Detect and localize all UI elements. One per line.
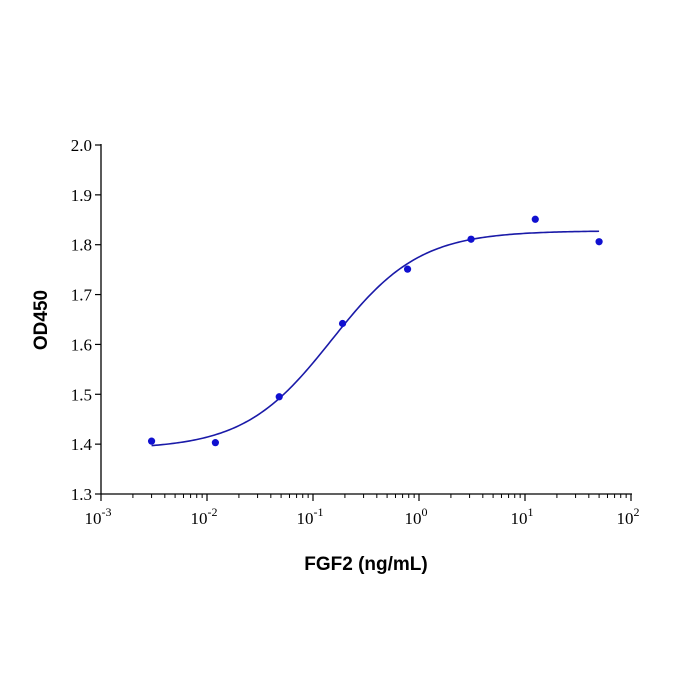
x-tick-exponent: -3	[102, 505, 112, 519]
data-point	[211, 439, 219, 447]
data-point	[147, 437, 156, 445]
x-tick-label: 100	[405, 505, 428, 528]
x-tick-exponent: -1	[314, 505, 324, 519]
y-tick-label: 1.8	[71, 236, 92, 255]
x-tick-label: 101	[511, 505, 534, 528]
x-tick-label: 102	[617, 505, 640, 528]
data-point	[275, 393, 283, 401]
x-tick-label: 10-1	[297, 505, 324, 528]
x-tick-base: 10	[511, 509, 528, 528]
data-point	[467, 235, 475, 243]
x-tick-exponent: -2	[208, 505, 218, 519]
y-tick-label: 2.0	[71, 136, 92, 155]
data-point	[595, 238, 603, 246]
y-axis-ticks: 1.3 1.4 1.5 1.6 1.7 1.8 1.9 2.0	[71, 136, 101, 504]
x-tick-base: 10	[297, 509, 314, 528]
x-tick-label: 10-2	[191, 505, 218, 528]
x-tick-label: 10-3	[85, 505, 112, 528]
x-tick-base: 10	[405, 509, 422, 528]
data-points	[147, 215, 603, 447]
y-tick-label: 1.4	[71, 435, 93, 454]
y-tick-label: 1.6	[71, 335, 92, 354]
x-axis-title: FGF2 (ng/mL)	[304, 554, 427, 575]
x-axis-ticks: 10-3 10-2 10-1 100 101 102	[85, 494, 640, 528]
data-point	[531, 215, 539, 223]
data-point	[338, 319, 347, 328]
x-tick-base: 10	[85, 509, 102, 528]
x-tick-base: 10	[617, 509, 634, 528]
fit-curve	[151, 230, 600, 447]
y-tick-label: 1.7	[71, 286, 93, 305]
x-tick-exponent: 0	[422, 505, 428, 519]
y-tick-label: 1.3	[71, 485, 92, 504]
y-axis-title: OD450	[31, 290, 52, 350]
data-point	[403, 265, 412, 273]
x-tick-exponent: 2	[634, 505, 640, 519]
axes	[100, 144, 632, 495]
x-tick-exponent: 1	[528, 505, 534, 519]
y-tick-label: 1.9	[71, 186, 92, 205]
y-tick-label: 1.5	[71, 385, 92, 404]
x-tick-base: 10	[191, 509, 208, 528]
